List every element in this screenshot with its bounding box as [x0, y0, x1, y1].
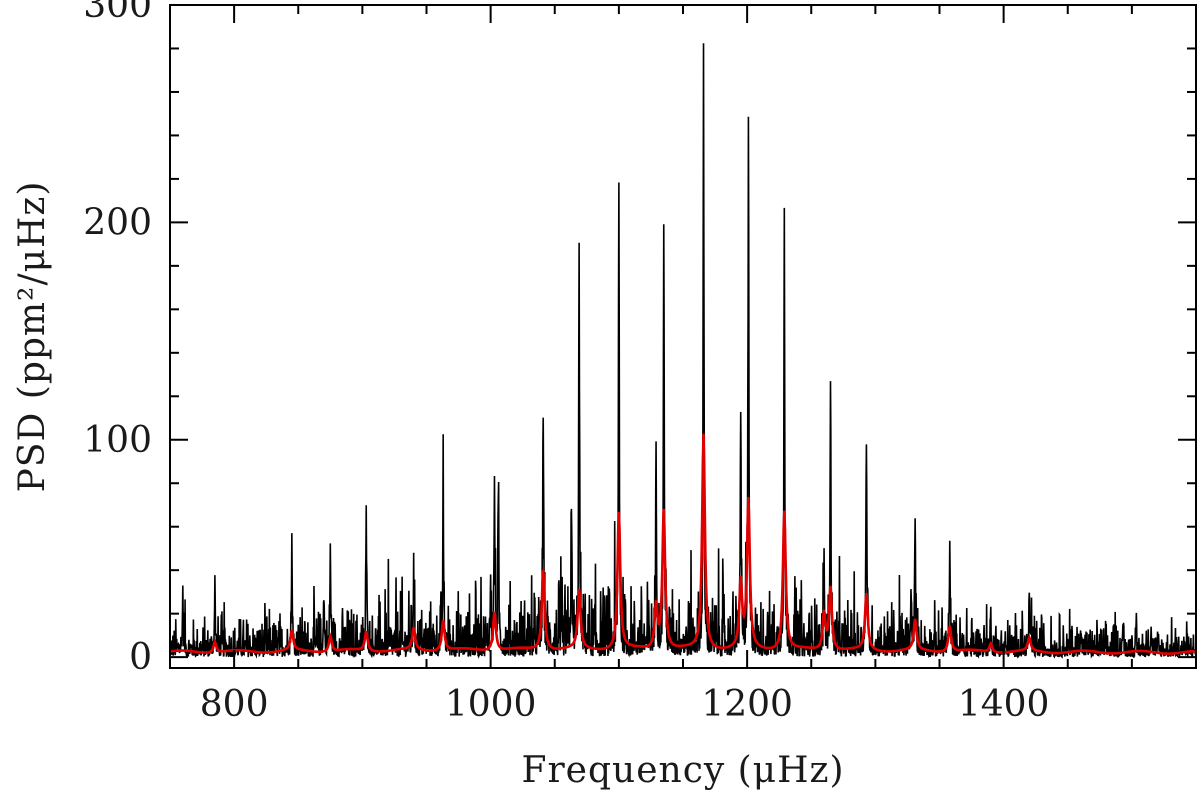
- x-tick-label: 800: [200, 684, 269, 725]
- x-tick-label: 1200: [701, 684, 793, 725]
- plot-area: [170, 43, 1196, 659]
- x-tick-label: 1000: [445, 684, 537, 725]
- smoothed-psd-series-line: [170, 433, 1196, 655]
- y-axis-title: PSD (ppm²/μHz): [12, 181, 53, 493]
- y-tick-label: 200: [83, 202, 152, 243]
- x-axis-title: Frequency (μHz): [521, 750, 844, 791]
- x-axis-ticks: 800 1000 1200 1400: [169, 5, 1197, 725]
- y-tick-label: 300: [83, 0, 152, 26]
- y-axis-ticks: 0 100 200 300: [83, 0, 1196, 678]
- x-tick-label: 1400: [958, 684, 1050, 725]
- psd-series-line: [170, 43, 1196, 659]
- y-tick-label: 0: [129, 637, 152, 678]
- y-tick-label: 100: [83, 420, 152, 461]
- plot-frame: [169, 4, 1197, 669]
